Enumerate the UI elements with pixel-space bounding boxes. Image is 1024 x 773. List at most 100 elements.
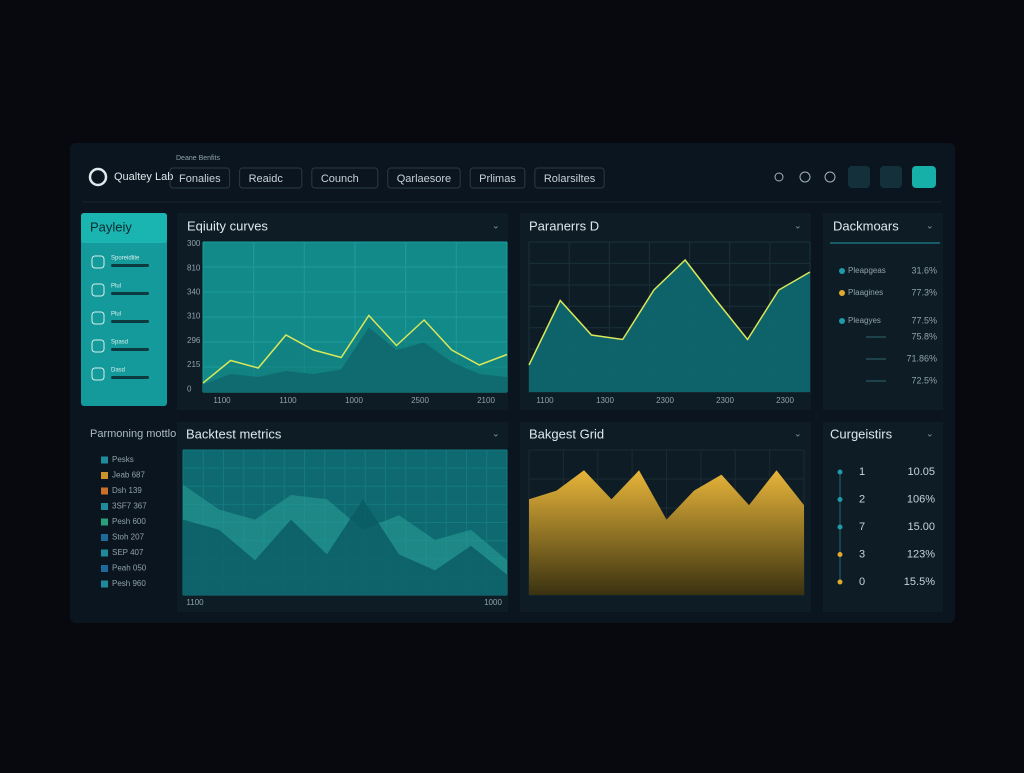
bar xyxy=(111,292,149,295)
panel-title: Dackmoars xyxy=(833,218,899,233)
counter-value: 15.5% xyxy=(904,576,935,588)
x-tick-label: 1100 xyxy=(536,396,554,405)
y-tick-label: 215 xyxy=(187,360,201,369)
swatch xyxy=(101,580,108,588)
breadcrumb: Deane Benfits xyxy=(176,155,220,162)
nav-button[interactable] xyxy=(311,167,379,189)
watchlist-item: SEP 407 xyxy=(112,548,144,557)
bar xyxy=(111,264,149,267)
icon xyxy=(91,283,105,297)
bookmark-value: 71.86% xyxy=(906,353,937,363)
watchlist-item: Dsh 139 xyxy=(112,486,142,495)
watchlist-item: Peah 050 xyxy=(112,564,147,573)
icon xyxy=(91,339,105,353)
panel-title: Backtest metrics xyxy=(186,426,282,441)
panel xyxy=(823,422,943,612)
y-tick-label: 340 xyxy=(187,288,201,297)
icon[interactable] xyxy=(799,171,811,183)
icon xyxy=(91,367,105,381)
nav-button[interactable] xyxy=(239,167,303,189)
counter-value: 123% xyxy=(907,548,935,560)
dot xyxy=(837,497,843,502)
dot xyxy=(839,318,845,324)
bookmark-value: 72.5% xyxy=(911,375,937,385)
nav-item: Prlimas xyxy=(479,173,516,185)
swatch xyxy=(101,487,108,495)
header-icons xyxy=(774,166,936,188)
panel-title: Paranerrs D xyxy=(529,218,599,233)
chevron[interactable]: ⌄ xyxy=(492,220,500,230)
x-tick-label: 1100 xyxy=(213,396,231,405)
nav-item: Fonalies xyxy=(179,173,221,185)
watchlist-item: Pesks xyxy=(112,455,134,464)
x-tick-label: 2500 xyxy=(411,396,429,405)
icon[interactable] xyxy=(912,166,936,188)
dot xyxy=(837,524,843,530)
chevron[interactable]: ⌄ xyxy=(794,220,802,230)
bookmark-value: 31.6% xyxy=(911,265,937,275)
area xyxy=(529,260,810,392)
nav-button[interactable] xyxy=(469,167,526,189)
panel-title: Bakgest Grid xyxy=(529,426,604,441)
nav-button[interactable] xyxy=(169,167,231,189)
counter-n: 1 xyxy=(859,466,865,478)
sidebar-item: Dasd xyxy=(111,368,125,374)
x-tick-label: 1000 xyxy=(484,598,502,607)
bookmark-value: 75.8% xyxy=(911,331,937,341)
swatch xyxy=(101,472,108,479)
icon[interactable] xyxy=(848,166,870,188)
area xyxy=(203,315,507,392)
chevron[interactable]: ⌄ xyxy=(926,220,934,230)
counter-n: 7 xyxy=(859,521,865,533)
y-tick-label: 310 xyxy=(187,312,201,321)
watchlist-item: Stoh 207 xyxy=(112,533,145,542)
counter-n: 2 xyxy=(859,493,865,505)
sidebar-item: Plul xyxy=(111,284,121,290)
chevron[interactable]: ⌄ xyxy=(492,428,500,438)
chevron[interactable]: ⌄ xyxy=(926,428,934,438)
icon[interactable] xyxy=(774,172,784,182)
x-tick-label: 1000 xyxy=(345,396,363,405)
swatch xyxy=(101,456,108,464)
x-tick-label: 1300 xyxy=(596,396,614,405)
sidebar-item: Plul xyxy=(111,312,121,318)
nav-item: Qarlaesore xyxy=(397,173,451,185)
icon[interactable] xyxy=(880,166,902,188)
y-tick-label: 296 xyxy=(187,336,201,345)
watchlist-title: Parmoning mottlo xyxy=(90,428,176,440)
nav-item: Rolarsiltes xyxy=(544,173,596,185)
dot xyxy=(837,552,843,557)
bookmark-label: Pleagyes xyxy=(848,316,881,325)
line xyxy=(528,258,811,366)
watchlist-item: Pesh 960 xyxy=(112,579,146,588)
nav-button[interactable] xyxy=(387,167,461,189)
bookmark-label: Plaagines xyxy=(848,288,883,297)
x-tick-label: 2300 xyxy=(776,396,794,405)
panel-title: Eqiuity curves xyxy=(187,218,268,233)
line xyxy=(202,314,508,384)
bar xyxy=(111,376,149,379)
nav-button[interactable] xyxy=(534,167,605,189)
swatch xyxy=(101,565,108,572)
logo: Qualtey Lab xyxy=(114,171,173,183)
x-tick-label: 1100 xyxy=(279,396,297,405)
y-tick-label: 0 xyxy=(187,384,192,393)
bar xyxy=(111,348,149,351)
y-tick-label: 810 xyxy=(187,263,201,272)
dot xyxy=(837,579,843,585)
watchlist-item: Pesh 600 xyxy=(112,517,146,526)
x-tick-label: 1100 xyxy=(186,598,204,607)
sidebar-head xyxy=(81,213,167,243)
x-tick-label: 2100 xyxy=(477,396,495,405)
logo-icon xyxy=(88,167,108,187)
nav-item: Counch xyxy=(321,173,359,185)
swatch xyxy=(101,534,108,541)
icon[interactable] xyxy=(824,171,836,183)
counter-value: 106% xyxy=(907,493,935,505)
dot xyxy=(839,268,845,274)
bookmark-value: 77.3% xyxy=(911,287,937,297)
sidebar-title: Payleiy xyxy=(90,219,132,234)
chevron[interactable]: ⌄ xyxy=(794,428,802,438)
